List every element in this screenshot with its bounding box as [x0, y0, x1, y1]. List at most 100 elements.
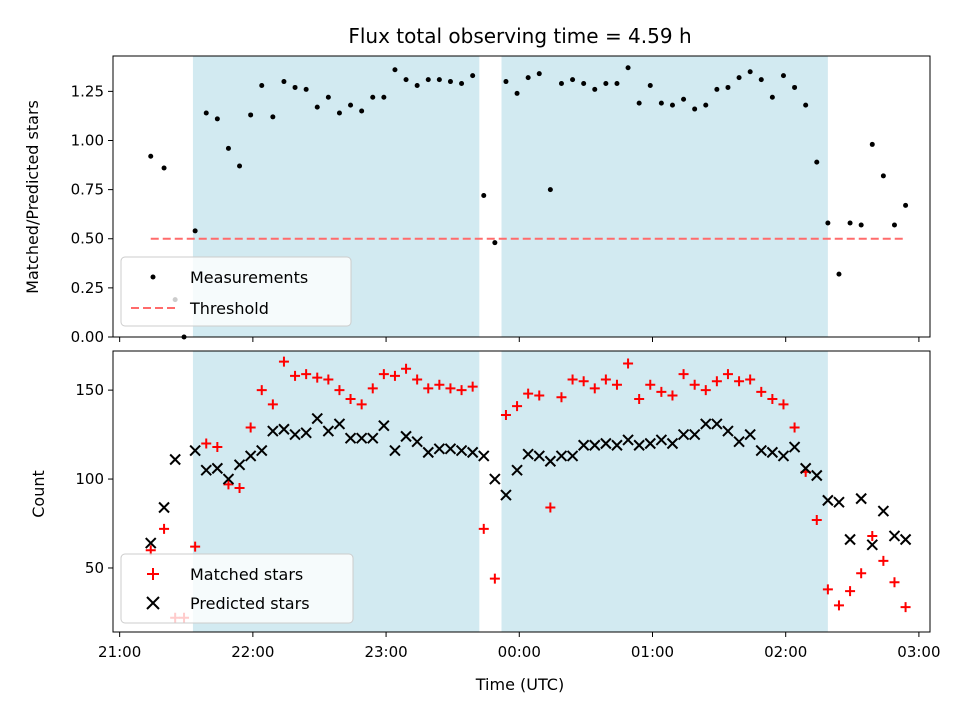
measurement-point — [248, 112, 254, 118]
predicted-star-point — [722, 425, 734, 437]
matched-star-point — [545, 502, 556, 513]
predicted-star-point — [489, 473, 501, 485]
predicted-star-point — [389, 444, 401, 457]
measurement-point — [869, 141, 875, 147]
observing-span-2 — [501, 351, 828, 632]
matched-star-point — [312, 372, 323, 383]
matched-star-point — [401, 363, 412, 374]
measurement-point — [281, 79, 287, 85]
predicted-star-point — [411, 435, 423, 448]
matched-star-point — [711, 376, 722, 387]
predicted-star-point — [899, 533, 912, 546]
predicted-star-point — [311, 412, 323, 425]
measurement-point — [237, 163, 243, 169]
matched-star-point — [489, 573, 500, 584]
predicted-star-point — [300, 427, 312, 439]
predicted-star-point — [700, 418, 712, 430]
predicted-star-point — [466, 446, 479, 459]
measurement-point — [161, 165, 167, 171]
measurement-point — [558, 81, 564, 87]
matched-star-point — [423, 383, 434, 394]
bottom-legend-box — [120, 553, 354, 624]
predicted-star-point — [788, 441, 801, 453]
matched-star-point — [234, 482, 245, 493]
measurement-point — [192, 228, 198, 234]
matched-star-point — [534, 390, 545, 401]
matched-star-point — [667, 390, 678, 401]
y-tick-label: 1.00 — [71, 131, 104, 149]
measurement-point — [636, 100, 642, 106]
predicted-star-point — [145, 537, 157, 549]
matched-star-point — [856, 568, 867, 579]
matched-star-point — [845, 586, 856, 597]
matched-star-point — [523, 388, 534, 399]
measurement-point — [481, 193, 487, 199]
predicted-star-point — [555, 450, 568, 462]
measurement-point — [203, 110, 209, 116]
matched-star-point — [734, 376, 745, 387]
predicted-star-point — [333, 418, 346, 430]
predicted-star-point — [833, 496, 845, 508]
predicted-star-point — [158, 501, 170, 514]
measurement-point — [769, 94, 775, 100]
measurement-point — [470, 73, 476, 79]
x-tick-label: 22:00 — [231, 643, 274, 661]
predicted-star-point — [811, 469, 823, 482]
predicted-star-point — [755, 444, 767, 457]
matched-star-point — [678, 369, 689, 380]
y-tick-label: 0.75 — [71, 181, 104, 199]
predicted-star-point — [644, 437, 656, 450]
matched-star-point — [278, 356, 289, 367]
matched-star-point — [201, 438, 212, 449]
measurement-point — [536, 71, 542, 77]
matched-star-point — [656, 386, 667, 397]
predicted-star-point — [633, 439, 645, 451]
legend-predicted-marker — [146, 596, 160, 610]
predicted-star-point — [200, 464, 212, 476]
x-tick-label: 01:00 — [631, 643, 674, 661]
measurement-point — [858, 222, 864, 228]
y-tick-label: 50 — [85, 559, 104, 577]
measurement-point — [714, 86, 720, 92]
measurement-point — [425, 77, 431, 83]
predicted-star-point — [367, 432, 379, 444]
measurement-point — [758, 77, 764, 83]
matched-star-point — [323, 374, 334, 385]
matched-star-point — [345, 394, 356, 405]
matched-star-point — [767, 394, 778, 405]
matched-star-point — [389, 370, 400, 381]
legend-measurements-marker — [150, 274, 156, 280]
predicted-star-point — [688, 428, 701, 441]
top-legend-box — [120, 256, 352, 327]
predicted-star-point — [211, 462, 224, 475]
top-x-ticks — [119, 337, 920, 342]
y-tick-label: 150 — [75, 381, 104, 399]
measurement-point — [325, 94, 331, 100]
measurement-point — [148, 153, 154, 159]
measurement-point — [681, 96, 687, 102]
measurement-point — [747, 69, 753, 75]
matched-star-point — [190, 541, 201, 552]
measurement-point — [592, 86, 598, 92]
legend-measurements-label: Measurements — [190, 268, 308, 287]
measurement-point — [336, 110, 342, 116]
bottom-panel: 50 100 150 21:00 22:00 23:00 00:00 01:00 02:00 0… — [29, 350, 941, 694]
matched-star-point — [756, 386, 767, 397]
matched-star-point — [600, 374, 611, 385]
matched-star-point — [512, 401, 523, 412]
measurement-point — [436, 77, 442, 83]
matched-star-point — [467, 381, 478, 392]
legend-matched-label: Matched stars — [190, 565, 303, 584]
measurement-point — [725, 84, 731, 90]
measurement-point — [891, 222, 897, 228]
measurement-point — [780, 73, 786, 79]
predicted-star-point — [355, 432, 368, 444]
matched-star-point — [500, 410, 511, 421]
measurement-point — [581, 81, 587, 87]
predicted-star-point — [777, 450, 790, 462]
bottom-y-ticks: 50 100 150 — [75, 381, 113, 577]
matched-star-point — [589, 383, 600, 394]
predicted-star-point — [433, 443, 446, 455]
top-legend: Measurements Threshold — [120, 256, 352, 327]
measurement-point — [459, 81, 465, 87]
